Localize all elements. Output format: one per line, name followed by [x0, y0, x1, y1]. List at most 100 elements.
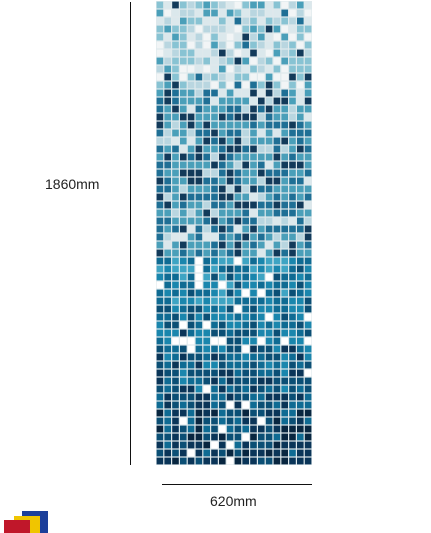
mosaic-tile [281, 121, 288, 129]
mosaic-tile [211, 153, 218, 161]
mosaic-tile [219, 65, 226, 73]
mosaic-tile [304, 281, 312, 289]
mosaic-tile [219, 73, 226, 81]
mosaic-tile [164, 177, 171, 185]
mosaic-tile [297, 345, 304, 353]
mosaic-tile [164, 41, 171, 49]
mosaic-tile [226, 217, 234, 225]
mosaic-tile [281, 33, 288, 41]
mosaic-tile [250, 105, 257, 113]
mosaic-tile [242, 57, 249, 65]
mosaic-tile [180, 201, 187, 209]
mosaic-tile [258, 249, 265, 257]
mosaic-tile [250, 25, 257, 33]
mosaic-tile [156, 241, 164, 249]
mosaic-tile [187, 185, 195, 193]
mosaic-tile [195, 193, 203, 201]
mosaic-tile [250, 81, 257, 89]
mosaic-tile [258, 73, 265, 81]
mosaic-tile [242, 289, 249, 297]
mosaic-tile [234, 297, 242, 305]
mosaic-tile [273, 73, 281, 81]
mosaic-tile [172, 89, 179, 97]
mosaic-tile [289, 257, 296, 265]
mosaic-tile [234, 65, 242, 73]
mosaic-tile [273, 185, 281, 193]
mosaic-tile [265, 185, 273, 193]
mosaic-tile [304, 1, 312, 9]
mosaic-tile [226, 337, 234, 345]
mosaic-tile [164, 161, 171, 169]
mosaic-tile [281, 113, 288, 121]
mosaic-tile [156, 145, 164, 153]
mosaic-tile [289, 233, 296, 241]
mosaic-tile [172, 369, 179, 377]
mosaic-tile [180, 89, 187, 97]
mosaic-tile [211, 233, 218, 241]
mosaic-tile [164, 129, 171, 137]
mosaic-tile [195, 113, 203, 121]
mosaic-tile [273, 193, 281, 201]
mosaic-tile [297, 137, 304, 145]
mosaic-tile [258, 49, 265, 57]
mosaic-tile [304, 201, 312, 209]
mosaic-tile [281, 57, 288, 65]
mosaic-tile [265, 369, 273, 377]
mosaic-tile [211, 457, 218, 465]
mosaic-tile [156, 337, 164, 345]
mosaic-tile [250, 233, 257, 241]
mosaic-tile [297, 25, 304, 33]
mosaic-tile [219, 377, 226, 385]
mosaic-tile [304, 337, 312, 345]
mosaic-tile [172, 273, 179, 281]
mosaic-tile [304, 273, 312, 281]
mosaic-tile [297, 33, 304, 41]
mosaic-tile [242, 201, 249, 209]
mosaic-tile [203, 137, 210, 145]
mosaic-tile [289, 217, 296, 225]
mosaic-tile [172, 33, 179, 41]
mosaic-tile [195, 385, 203, 393]
mosaic-tile [226, 17, 234, 25]
mosaic-tile [172, 137, 179, 145]
mosaic-tile [289, 433, 296, 441]
mosaic-tile [187, 265, 195, 273]
mosaic-tile [304, 265, 312, 273]
mosaic-tile [281, 457, 288, 465]
mosaic-tile [219, 81, 226, 89]
mosaic-tile [250, 201, 257, 209]
mosaic-tile [203, 457, 210, 465]
mosaic-tile [234, 169, 242, 177]
mosaic-tile [187, 305, 195, 313]
mosaic-tile [164, 57, 171, 65]
mosaic-tile [258, 321, 265, 329]
mosaic-tile [265, 193, 273, 201]
mosaic-tile [164, 201, 171, 209]
mosaic-tile [195, 41, 203, 49]
mosaic-tile [226, 369, 234, 377]
mosaic-tile [156, 113, 164, 121]
mosaic-tile [289, 353, 296, 361]
mosaic-tile [250, 377, 257, 385]
mosaic-tile [164, 105, 171, 113]
mosaic-tile [289, 145, 296, 153]
mosaic-tile [187, 241, 195, 249]
mosaic-tile [265, 385, 273, 393]
mosaic-tile [281, 321, 288, 329]
mosaic-tile [304, 217, 312, 225]
mosaic-tile [226, 81, 234, 89]
mosaic-tile [195, 377, 203, 385]
mosaic-tile [281, 145, 288, 153]
mosaic-tile [195, 305, 203, 313]
mosaic-tile [211, 249, 218, 257]
mosaic-tile [258, 241, 265, 249]
mosaic-tile [219, 393, 226, 401]
mosaic-tile [265, 321, 273, 329]
mosaic-tile [226, 177, 234, 185]
mosaic-tile [226, 145, 234, 153]
mosaic-tile [297, 337, 304, 345]
mosaic-tile [187, 377, 195, 385]
mosaic-tile [304, 137, 312, 145]
mosaic-tile [297, 145, 304, 153]
mosaic-tile [242, 113, 249, 121]
